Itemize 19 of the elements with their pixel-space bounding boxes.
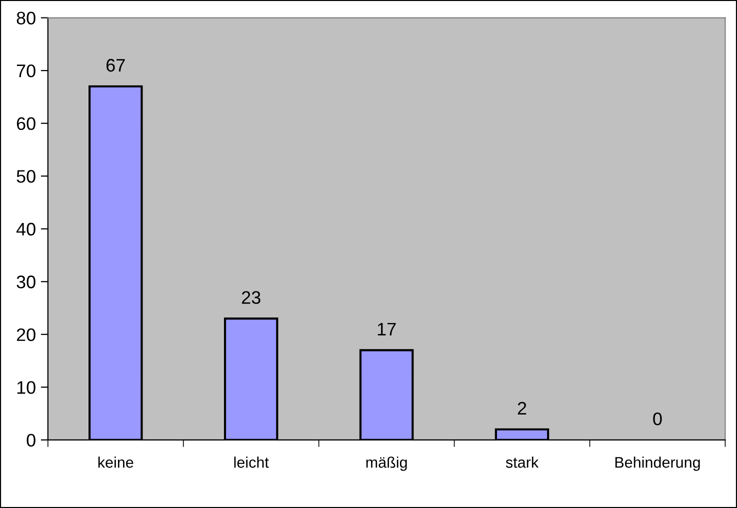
x-tick-label: mäßig xyxy=(366,456,407,471)
x-tick-label: leicht xyxy=(234,456,269,468)
data-label: 17 xyxy=(378,322,396,336)
y-tick-label: 50 xyxy=(16,170,36,183)
data-label: 2 xyxy=(518,402,526,415)
x-tick-label: keine xyxy=(98,456,134,468)
x-tick-label: stark xyxy=(506,456,539,468)
data-label: 67 xyxy=(106,58,125,72)
y-tick-label: 60 xyxy=(16,117,36,130)
data-label: 0 xyxy=(653,412,662,426)
x-tick-label: Behinderung xyxy=(615,456,700,471)
y-tick-label: 40 xyxy=(16,222,36,236)
y-tick-label: 10 xyxy=(17,381,36,394)
y-tick-label: 20 xyxy=(16,328,36,342)
y-tick-label: 30 xyxy=(16,276,36,288)
y-tick-label: 0 xyxy=(26,434,36,447)
y-tick-label: 70 xyxy=(16,64,36,78)
data-label: 23 xyxy=(242,291,260,304)
y-tick-label: 80 xyxy=(16,12,36,24)
